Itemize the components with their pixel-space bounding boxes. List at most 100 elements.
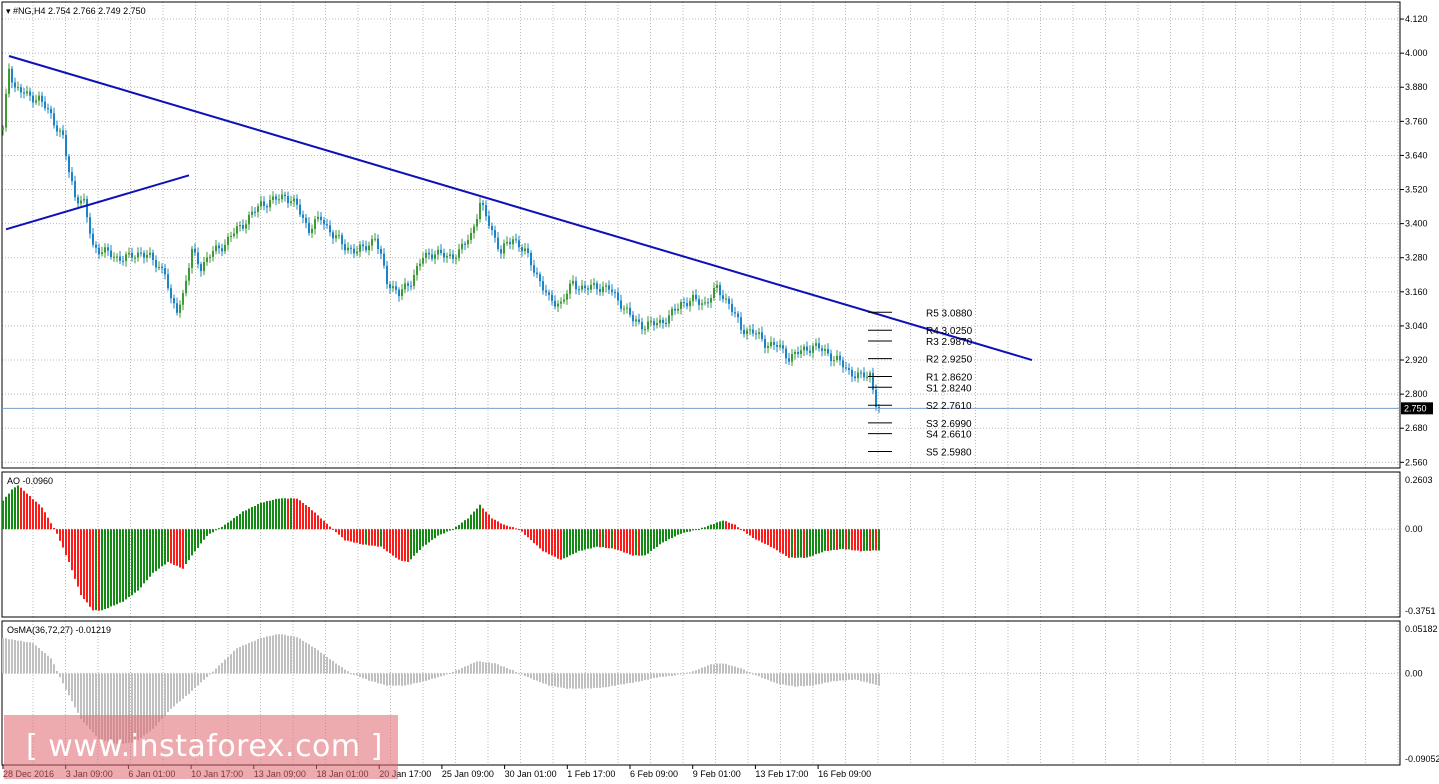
histogram-bar — [515, 671, 517, 674]
candle-body — [26, 91, 28, 94]
pivot-label: R1 2.8620 — [926, 373, 973, 384]
histogram-bar — [524, 529, 526, 535]
histogram-bar — [170, 529, 172, 564]
candle-body — [593, 283, 595, 285]
candle — [8, 63, 10, 98]
histogram-bar — [686, 672, 688, 674]
histogram-bar — [311, 510, 313, 530]
candle — [110, 244, 112, 260]
histogram-bar — [278, 634, 280, 674]
histogram-bar — [122, 673, 124, 744]
histogram-bar — [356, 673, 358, 676]
histogram-bar — [239, 513, 241, 530]
histogram-bar — [500, 523, 502, 530]
current-price-value: 2.750 — [1404, 403, 1427, 413]
candle — [821, 344, 823, 357]
histogram-bar — [209, 673, 211, 675]
histogram-bar — [26, 493, 28, 530]
watermark-text: [ www.instaforex.com ] — [26, 729, 383, 764]
histogram-bar — [758, 673, 760, 677]
candle — [491, 222, 493, 236]
histogram-bar — [362, 673, 364, 679]
candle-body — [743, 329, 745, 335]
histogram-bar — [83, 529, 85, 600]
histogram-bar — [314, 512, 316, 530]
candle-body — [683, 302, 685, 304]
histogram-bar — [290, 635, 292, 674]
price-axis-label: 3.640 — [1405, 150, 1428, 160]
histogram-bar — [575, 529, 577, 553]
candle — [860, 369, 862, 379]
candle — [65, 129, 67, 161]
histogram-bar — [5, 496, 7, 530]
histogram-bar — [455, 670, 457, 674]
histogram-bar — [128, 673, 130, 743]
candle — [536, 267, 538, 279]
histogram-bar — [665, 673, 667, 677]
candle — [206, 251, 208, 266]
histogram-bar — [770, 529, 772, 548]
histogram-bar — [206, 529, 208, 536]
candle-body — [158, 266, 160, 268]
histogram-bar — [389, 529, 391, 554]
candle-body — [581, 285, 583, 290]
histogram-bar — [257, 504, 259, 530]
histogram-bar — [845, 673, 847, 681]
candle — [116, 253, 118, 263]
pivot-label: R4 3.0250 — [926, 326, 973, 337]
histogram-bar — [551, 529, 553, 556]
candle-body — [812, 345, 814, 353]
candle-body — [197, 252, 199, 265]
histogram-bar — [824, 529, 826, 551]
candle-body — [503, 243, 505, 254]
candle — [425, 249, 427, 264]
candle — [791, 349, 793, 367]
candle-body — [596, 283, 598, 290]
histogram-bar — [290, 498, 292, 530]
histogram-bar — [245, 644, 247, 674]
candle — [800, 345, 802, 358]
candle — [20, 83, 22, 98]
histogram-bar — [419, 673, 421, 683]
histogram-bar — [626, 529, 628, 554]
candle-body — [386, 265, 388, 285]
candle — [794, 349, 796, 360]
candle — [251, 206, 253, 218]
candle-body — [392, 286, 394, 289]
histogram-bar — [758, 529, 760, 541]
candle-body — [680, 302, 682, 309]
candle — [254, 206, 256, 217]
candle — [488, 210, 490, 229]
histogram-bar — [152, 673, 154, 729]
histogram-bar — [161, 529, 163, 567]
histogram-bar — [359, 673, 361, 678]
histogram-bar — [26, 642, 28, 674]
candle — [545, 284, 547, 296]
candle — [371, 235, 373, 251]
histogram-bar — [263, 502, 265, 530]
candle — [482, 199, 484, 211]
histogram-bar — [599, 529, 601, 548]
time-axis-label: 16 Feb 09:00 — [818, 769, 871, 779]
candle-body — [791, 353, 793, 362]
candle-body — [479, 202, 481, 220]
candle — [44, 96, 46, 111]
histogram-bar — [287, 635, 289, 674]
candle-body — [410, 285, 412, 287]
candle — [539, 271, 541, 287]
histogram-bar — [557, 529, 559, 559]
candle — [788, 352, 790, 365]
histogram-bar — [155, 529, 157, 572]
candle-body — [338, 235, 340, 237]
candle — [248, 211, 250, 230]
candle-body — [524, 248, 526, 252]
candle — [437, 245, 439, 260]
candle — [776, 341, 778, 353]
candle-body — [38, 95, 40, 101]
candle — [710, 294, 712, 308]
histogram-bar — [23, 641, 25, 674]
candle — [443, 248, 445, 263]
histogram-bar — [200, 529, 202, 544]
candle — [134, 255, 136, 264]
